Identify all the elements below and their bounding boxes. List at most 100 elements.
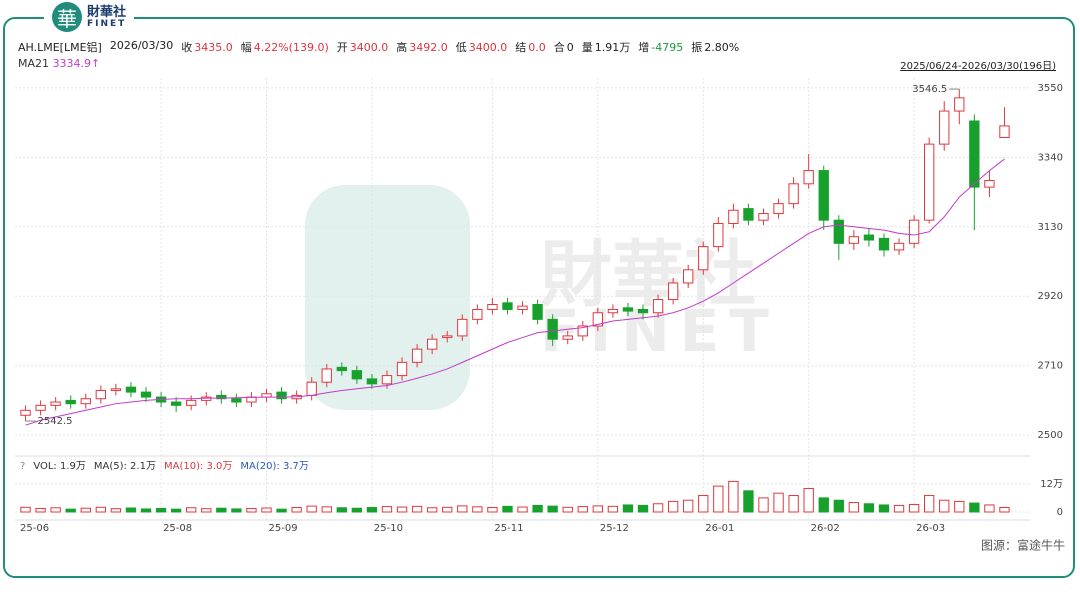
candle-body bbox=[80, 398, 91, 405]
min-label: 2542.5 bbox=[38, 416, 73, 427]
symbol: AH.LME[LME铝] bbox=[18, 41, 102, 54]
candle-body bbox=[20, 409, 31, 416]
candle-body bbox=[140, 391, 152, 398]
source: 图源：富途牛牛 bbox=[981, 538, 1065, 553]
quote-item: 高 3492.0 bbox=[396, 39, 448, 55]
y-tick-label: 0 bbox=[1057, 507, 1063, 518]
candle-body bbox=[517, 305, 528, 310]
candle-body bbox=[276, 391, 287, 400]
volume-bar bbox=[517, 506, 528, 513]
y-tick-label: 3550 bbox=[1038, 83, 1063, 94]
date-range: 2025/06/24-2026/03/30(196日) bbox=[900, 61, 1056, 72]
candle-body bbox=[426, 338, 438, 350]
candle-body bbox=[457, 318, 468, 337]
quote-label: 收 bbox=[181, 41, 193, 54]
candle-body bbox=[999, 125, 1010, 139]
quote-label: 量 bbox=[581, 41, 593, 54]
candle-body bbox=[95, 389, 107, 400]
volume-bar bbox=[652, 503, 664, 513]
candle-body bbox=[728, 209, 739, 224]
ma-value: 3334.9↑ bbox=[52, 57, 101, 70]
candle-body bbox=[818, 170, 829, 221]
candle-body bbox=[637, 308, 649, 314]
y-tick-label: 3130 bbox=[1038, 222, 1063, 233]
x-tick-label: 25-06 bbox=[20, 523, 49, 534]
volume-bar bbox=[411, 505, 423, 513]
quote-value: 3400.0 bbox=[468, 41, 508, 54]
x-tick-label: 25-12 bbox=[600, 523, 629, 534]
date: 2026/03/30 bbox=[109, 39, 174, 52]
candle-body bbox=[863, 234, 875, 241]
volume-bar bbox=[984, 504, 995, 513]
candle-body bbox=[923, 143, 935, 221]
volume-bar bbox=[426, 507, 438, 513]
volume-bar bbox=[472, 506, 483, 513]
ma-legend: MA21 3334.9↑ bbox=[18, 57, 100, 70]
volume-bar bbox=[728, 480, 739, 513]
quote-item: 振 2.80% bbox=[691, 39, 739, 55]
candle-body bbox=[773, 203, 784, 215]
volume-bar bbox=[201, 508, 212, 513]
logo-sub: FINET bbox=[87, 18, 127, 29]
volume-bar bbox=[893, 504, 905, 513]
volume-bar bbox=[321, 506, 332, 513]
volume-bar bbox=[65, 508, 76, 513]
candle-body bbox=[321, 368, 332, 383]
volume-bar bbox=[532, 504, 543, 513]
volume-bar bbox=[908, 503, 920, 513]
candle-body bbox=[743, 208, 754, 221]
volume-bar bbox=[863, 503, 875, 513]
y-tick-label: 2710 bbox=[1038, 361, 1063, 372]
candle-body bbox=[216, 394, 227, 400]
quote-value: 0 bbox=[566, 41, 574, 54]
candle-body bbox=[893, 242, 905, 251]
volume-bar bbox=[939, 499, 950, 513]
volume-bar bbox=[186, 507, 197, 513]
volume-bar bbox=[457, 505, 468, 513]
y-tick-label: 2920 bbox=[1038, 291, 1063, 302]
volume-bar bbox=[336, 507, 347, 513]
volume-bar bbox=[110, 508, 122, 513]
volume-bar bbox=[969, 502, 980, 513]
volume-bar bbox=[743, 490, 754, 513]
x-tick-label: 26-01 bbox=[705, 523, 734, 534]
quote-label: 振 bbox=[691, 41, 703, 54]
candle-body bbox=[50, 401, 61, 406]
candle-body bbox=[396, 361, 408, 377]
x-tick-label: 25-08 bbox=[163, 523, 192, 534]
legend-item: MA(10): 3.0万 bbox=[164, 461, 232, 472]
volume-bar bbox=[698, 495, 709, 513]
candle-body bbox=[908, 219, 920, 244]
candle-body bbox=[878, 237, 890, 251]
volume-bar bbox=[487, 507, 498, 513]
x-tick-label: 25-11 bbox=[494, 523, 523, 534]
candle-body bbox=[622, 307, 634, 312]
candle-body bbox=[65, 399, 76, 405]
volume-bar bbox=[155, 507, 167, 513]
volume-bar bbox=[833, 499, 844, 513]
volume-legend: ? VOL: 1.9万 MA(5): 2.1万 MA(10): 3.0万 MA(20):… bbox=[20, 461, 309, 472]
volume-bar bbox=[878, 504, 890, 513]
volume-bar bbox=[818, 497, 829, 513]
x-tick-label: 25-10 bbox=[374, 523, 403, 534]
candle-body bbox=[607, 308, 619, 314]
quote-item: 收 3435.0 bbox=[181, 39, 233, 55]
x-tick-label: 26-02 bbox=[811, 523, 840, 534]
logo-name: 財華社 bbox=[87, 4, 127, 20]
candle-body bbox=[472, 308, 483, 320]
volume-bar bbox=[592, 505, 604, 513]
candle-body bbox=[442, 335, 453, 339]
candle-body bbox=[186, 399, 197, 406]
candle-body bbox=[336, 366, 347, 372]
volume-bar bbox=[502, 505, 513, 513]
volume-bar bbox=[140, 508, 152, 513]
volume-bar bbox=[231, 508, 242, 513]
quote-value: 3435.0 bbox=[194, 41, 233, 54]
volume-bar bbox=[607, 505, 619, 513]
volume-bar bbox=[50, 507, 61, 513]
quote-label: 幅 bbox=[240, 41, 252, 54]
quote-label: 开 bbox=[336, 41, 348, 54]
volume-bar bbox=[803, 487, 814, 513]
logo-mark: 華 bbox=[52, 2, 82, 32]
volume-bar bbox=[562, 506, 573, 513]
